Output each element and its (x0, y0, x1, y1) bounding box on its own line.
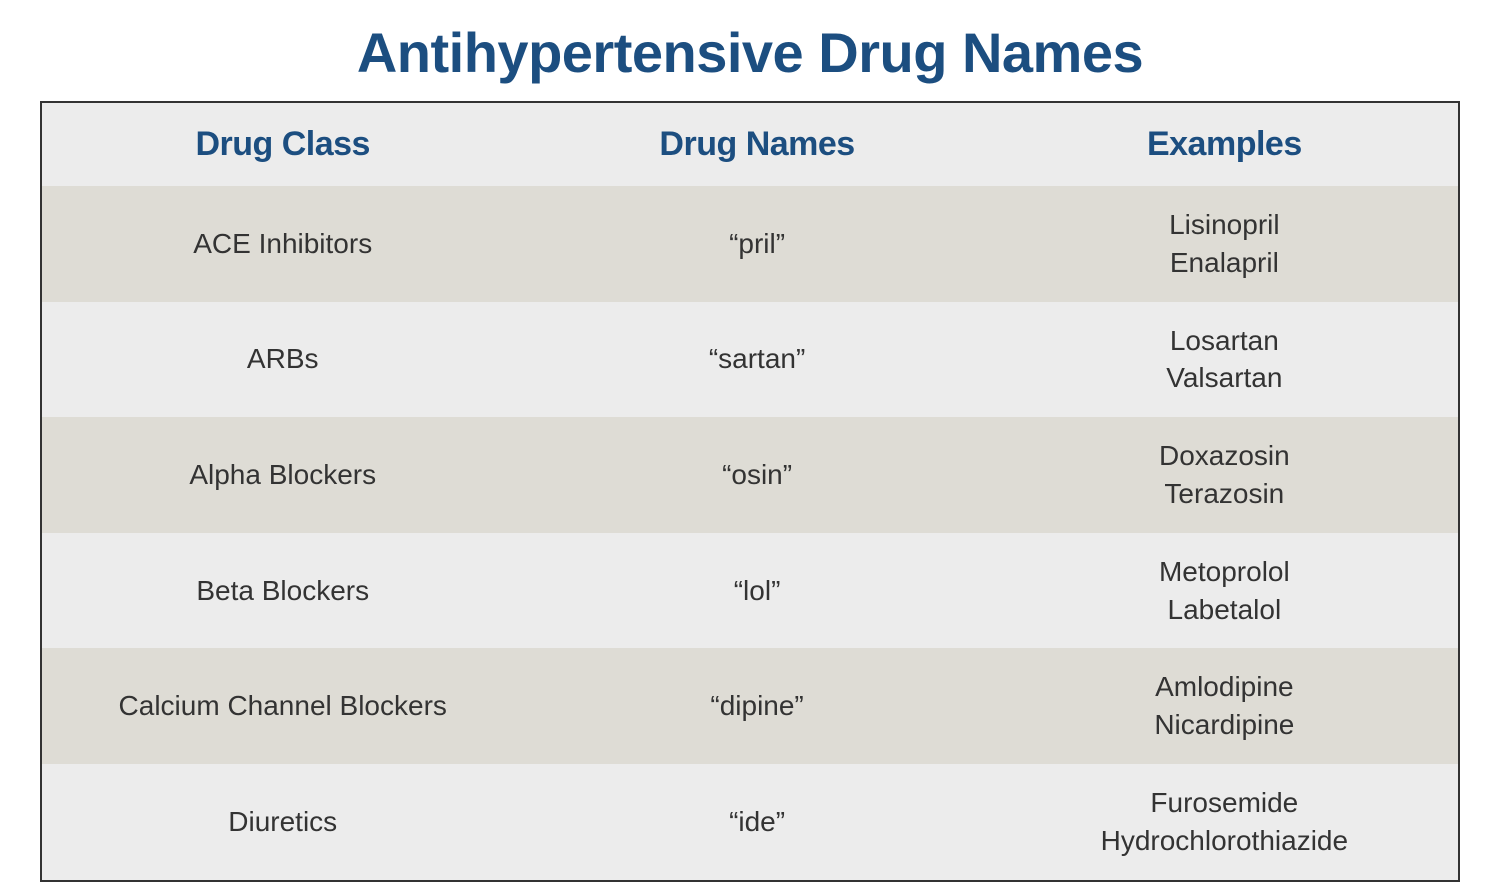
page-title: Antihypertensive Drug Names (40, 20, 1460, 85)
drug-table: Drug Class Drug Names Examples ACE Inhib… (42, 103, 1458, 880)
cell-drug-class: Diuretics (42, 764, 523, 880)
column-header-examples: Examples (991, 103, 1458, 186)
cell-drug-suffix: “sartan” (523, 302, 990, 418)
cell-drug-examples: Metoprolol Labetalol (991, 533, 1458, 649)
table-row: ARBs “sartan” Losartan Valsartan (42, 302, 1458, 418)
drug-table-container: Drug Class Drug Names Examples ACE Inhib… (40, 101, 1460, 882)
cell-drug-suffix: “pril” (523, 186, 990, 302)
cell-drug-class: ACE Inhibitors (42, 186, 523, 302)
table-row: Beta Blockers “lol” Metoprolol Labetalol (42, 533, 1458, 649)
cell-drug-suffix: “dipine” (523, 648, 990, 764)
table-row: Diuretics “ide” Furosemide Hydrochloroth… (42, 764, 1458, 880)
cell-drug-examples: Losartan Valsartan (991, 302, 1458, 418)
cell-drug-examples: Doxazosin Terazosin (991, 417, 1458, 533)
cell-drug-suffix: “ide” (523, 764, 990, 880)
column-header-names: Drug Names (523, 103, 990, 186)
table-row: ACE Inhibitors “pril” Lisinopril Enalapr… (42, 186, 1458, 302)
cell-drug-class: Calcium Channel Blockers (42, 648, 523, 764)
table-row: Alpha Blockers “osin” Doxazosin Terazosi… (42, 417, 1458, 533)
cell-drug-class: Alpha Blockers (42, 417, 523, 533)
cell-drug-examples: Amlodipine Nicardipine (991, 648, 1458, 764)
cell-drug-suffix: “osin” (523, 417, 990, 533)
table-row: Calcium Channel Blockers “dipine” Amlodi… (42, 648, 1458, 764)
table-header-row: Drug Class Drug Names Examples (42, 103, 1458, 186)
cell-drug-suffix: “lol” (523, 533, 990, 649)
cell-drug-class: Beta Blockers (42, 533, 523, 649)
cell-drug-class: ARBs (42, 302, 523, 418)
cell-drug-examples: Lisinopril Enalapril (991, 186, 1458, 302)
cell-drug-examples: Furosemide Hydrochlorothiazide (991, 764, 1458, 880)
column-header-class: Drug Class (42, 103, 523, 186)
